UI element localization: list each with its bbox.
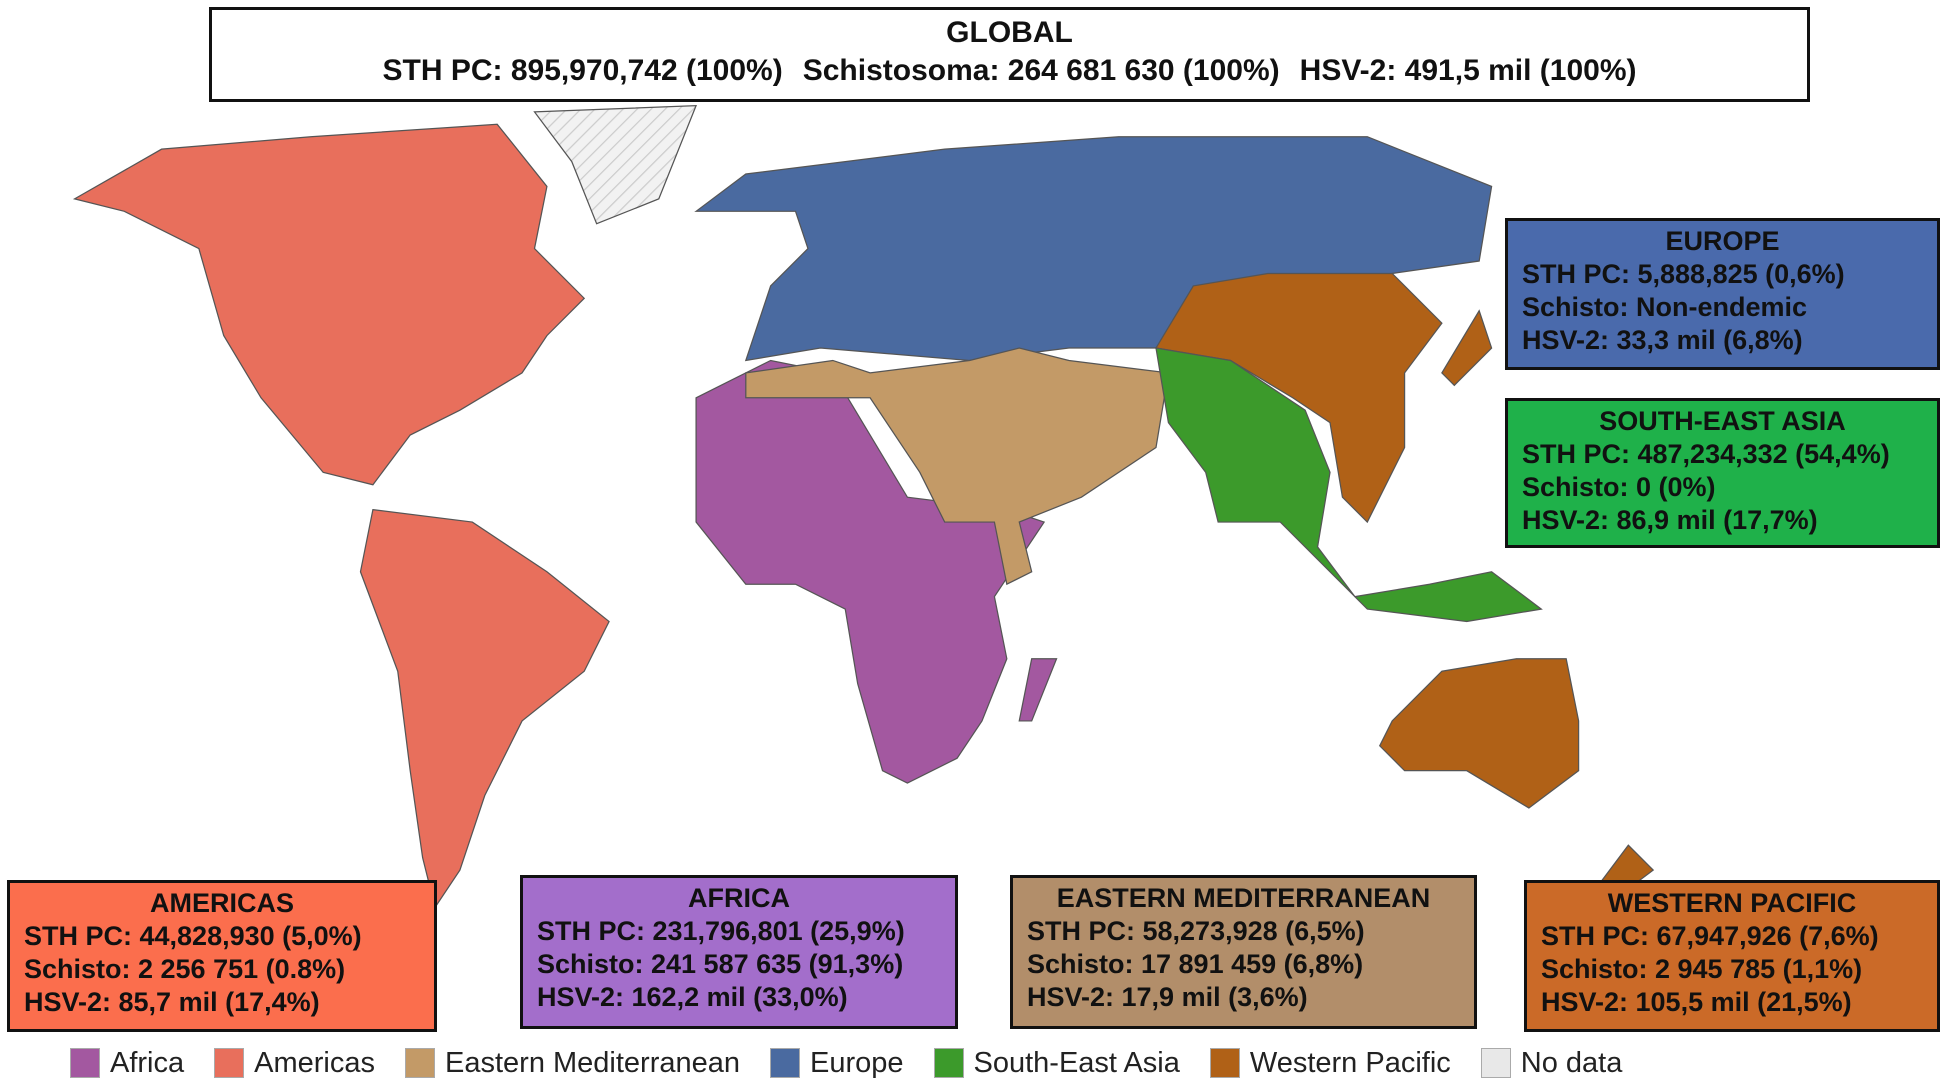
legend-label: Western Pacific <box>1249 1046 1451 1079</box>
region-line: HSV-2: 105,5 mil (21,5%) <box>1541 987 1852 1017</box>
legend-swatch <box>214 1048 245 1078</box>
region-line: HSV-2: 33,3 mil (6,8%) <box>1522 325 1803 355</box>
legend-swatch <box>1209 1048 1240 1078</box>
legend-swatch <box>770 1048 800 1078</box>
region-line: STH PC: 231,796,801 (25,9%) <box>537 916 905 946</box>
region-box: AMERICAS STH PC: 44,828,930 (5,0%) Schisto… <box>7 880 437 1032</box>
region-line: STH PC: 44,828,930 (5,0%) <box>24 921 362 951</box>
western-pacific-china <box>1154 272 1443 524</box>
legend-swatch <box>405 1048 435 1078</box>
global-line: Schistosoma: 264 681 630 (100%) <box>802 54 1280 87</box>
region-line: STH PC: 67,947,926 (7,6%) <box>1541 921 1879 951</box>
region-line: STH PC: 58,273,928 (6,5%) <box>1027 916 1365 946</box>
region-line: Schisto: 2 256 751 (0.8%) <box>24 954 346 984</box>
legend-item: Eastern Mediterranean <box>405 1047 740 1080</box>
legend-label: Americas <box>254 1046 375 1079</box>
region-line: Schisto: Non-endemic <box>1522 292 1808 322</box>
global-line: STH PC: 895,970,742 (100%) <box>382 54 783 87</box>
region-line: STH PC: 5,888,825 (0,6%) <box>1522 259 1845 289</box>
global-box: GLOBAL STH PC: 895,970,742 (100%) Schisto… <box>209 7 1810 102</box>
region-title: AFRICA <box>688 883 790 913</box>
legend-item: Western Pacific <box>1209 1046 1451 1080</box>
legend-item: Africa <box>70 1047 184 1080</box>
region-title: EASTERN MEDITERRANEAN <box>1056 883 1431 913</box>
region-line: HSV-2: 162,2 mil (33,0%) <box>537 982 848 1012</box>
africa <box>695 359 1046 784</box>
madagascar <box>1018 658 1058 722</box>
region-title: AMERICAS <box>149 888 294 918</box>
americas-north <box>72 123 586 486</box>
legend-swatch <box>1480 1048 1511 1078</box>
region-line: Schisto: 241 587 635 (91,3%) <box>537 949 904 979</box>
australia <box>1378 658 1580 809</box>
region-line: HSV-2: 17,9 mil (3,6%) <box>1027 982 1308 1012</box>
region-title: SOUTH-EAST ASIA <box>1599 406 1846 436</box>
region-line: Schisto: 17 891 459 (6,8%) <box>1027 949 1364 979</box>
region-box: SOUTH-EAST ASIA STH PC: 487,234,332 (54,4… <box>1505 398 1940 548</box>
region-title: WESTERN PACIFIC <box>1607 888 1857 918</box>
south-east-asia <box>1155 347 1543 623</box>
legend-item: Europe <box>770 1047 904 1080</box>
eastern-mediterranean <box>745 347 1170 586</box>
americas-south <box>359 508 610 909</box>
legend-label: Africa <box>110 1046 185 1079</box>
legend-item: No data <box>1480 1046 1623 1080</box>
region-line: HSV-2: 86,9 mil (17,7%) <box>1522 505 1818 535</box>
region-box: WESTERN PACIFIC STH PC: 67,947,926 (7,6%)… <box>1524 880 1940 1032</box>
region-line: Schisto: 0 (0%) <box>1522 472 1716 502</box>
japan <box>1441 309 1493 387</box>
legend-label: No data <box>1520 1046 1623 1079</box>
region-line: STH PC: 487,234,332 (54,4%) <box>1522 439 1890 469</box>
legend-swatch <box>933 1048 964 1078</box>
region-box: EASTERN MEDITERRANEAN STH PC: 58,273,928 … <box>1010 875 1477 1029</box>
global-title: GLOBAL <box>946 16 1073 49</box>
legend: Africa Americas Eastern Mediterranean Europ… <box>70 1043 1652 1083</box>
no-data-greenland <box>533 104 698 225</box>
legend-item: South-East Asia <box>933 1046 1180 1080</box>
legend-swatch <box>70 1048 100 1078</box>
legend-item: Americas <box>214 1047 375 1080</box>
region-box: EUROPE STH PC: 5,888,825 (0,6%) Schisto: N… <box>1505 218 1940 370</box>
legend-label: Eastern Mediterranean <box>445 1046 740 1079</box>
region-line: Schisto: 2 945 785 (1,1%) <box>1541 954 1863 984</box>
legend-label: Europe <box>810 1046 904 1079</box>
region-box: AFRICA STH PC: 231,796,801 (25,9%) Schisto… <box>520 875 958 1029</box>
region-line: HSV-2: 85,7 mil (17,4%) <box>24 987 320 1017</box>
legend-label: South-East Asia <box>973 1046 1180 1079</box>
region-title: EUROPE <box>1665 226 1780 256</box>
global-line: HSV-2: 491,5 mil (100%) <box>1299 54 1637 87</box>
